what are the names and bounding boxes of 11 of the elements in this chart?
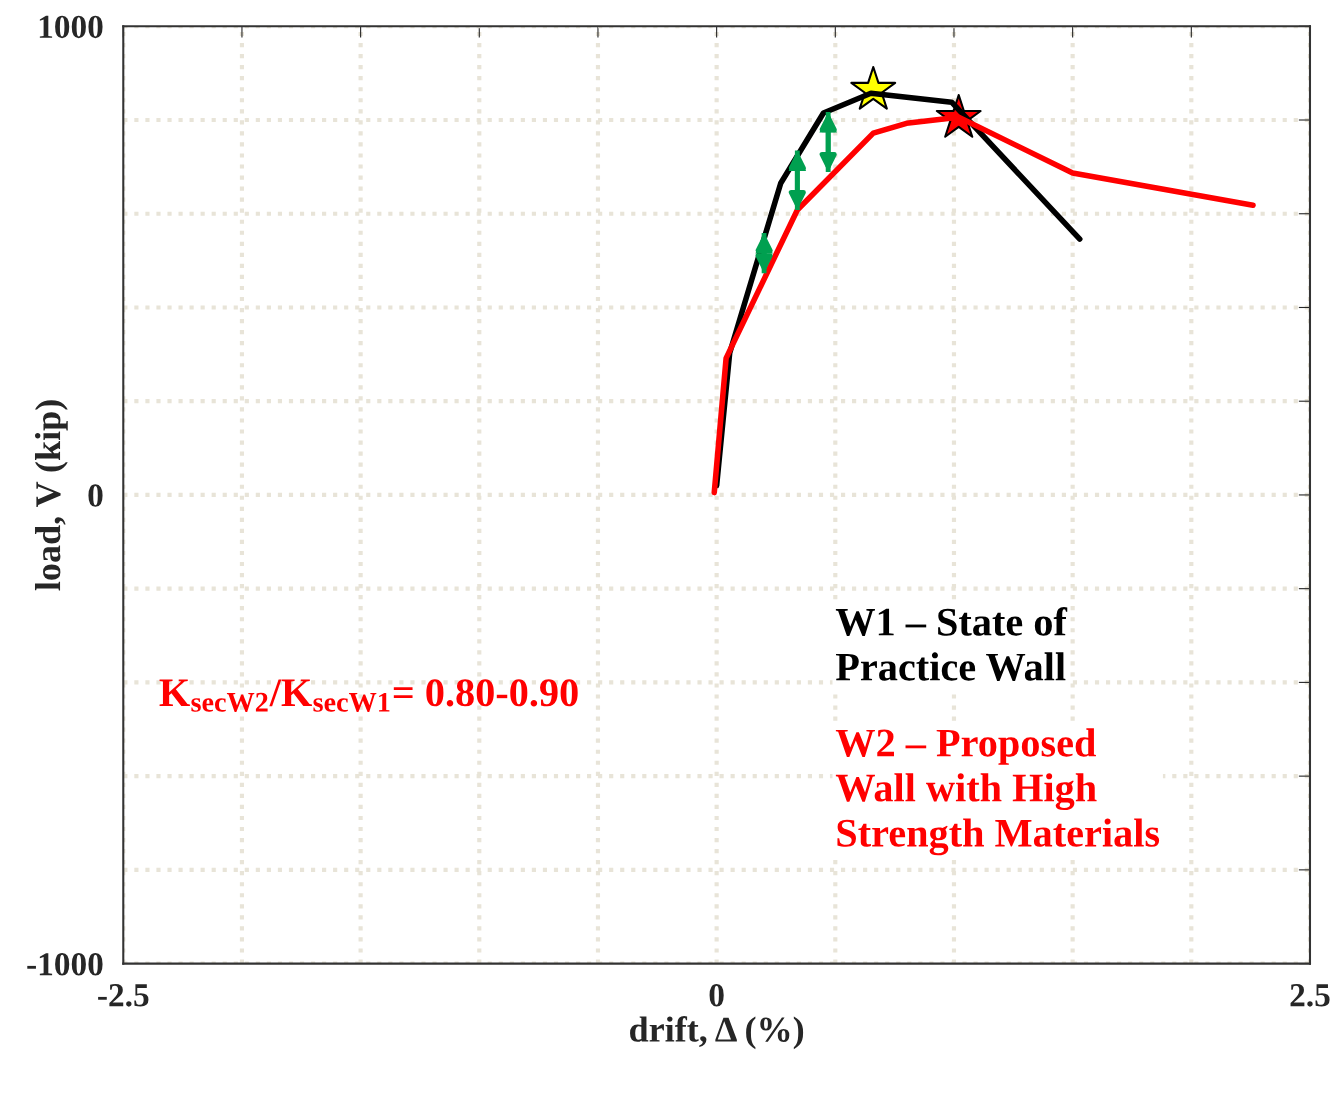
annotation: K$_{secW2}$/K$_{secW1}$= 0.80-0.90 (159, 679, 578, 712)
x-axis-title: drift, Δ (%) (630, 1016, 804, 1050)
text: W1 – State of Practice Wall (835, 607, 1068, 681)
y-axis-title: load, V (kip) (34, 400, 68, 591)
y-tick-label: 0 (88, 484, 103, 507)
x-tick-label: 2.5 (1290, 984, 1330, 1007)
x-tick-label: 0 (709, 984, 724, 1007)
y-tick-label: 1000 (39, 15, 103, 39)
text: W2 – Proposed Wall with High Strength Materials (835, 728, 1160, 856)
y-tick-label: -1000 (27, 953, 103, 976)
x-tick-label: -2.5 (98, 984, 149, 1007)
